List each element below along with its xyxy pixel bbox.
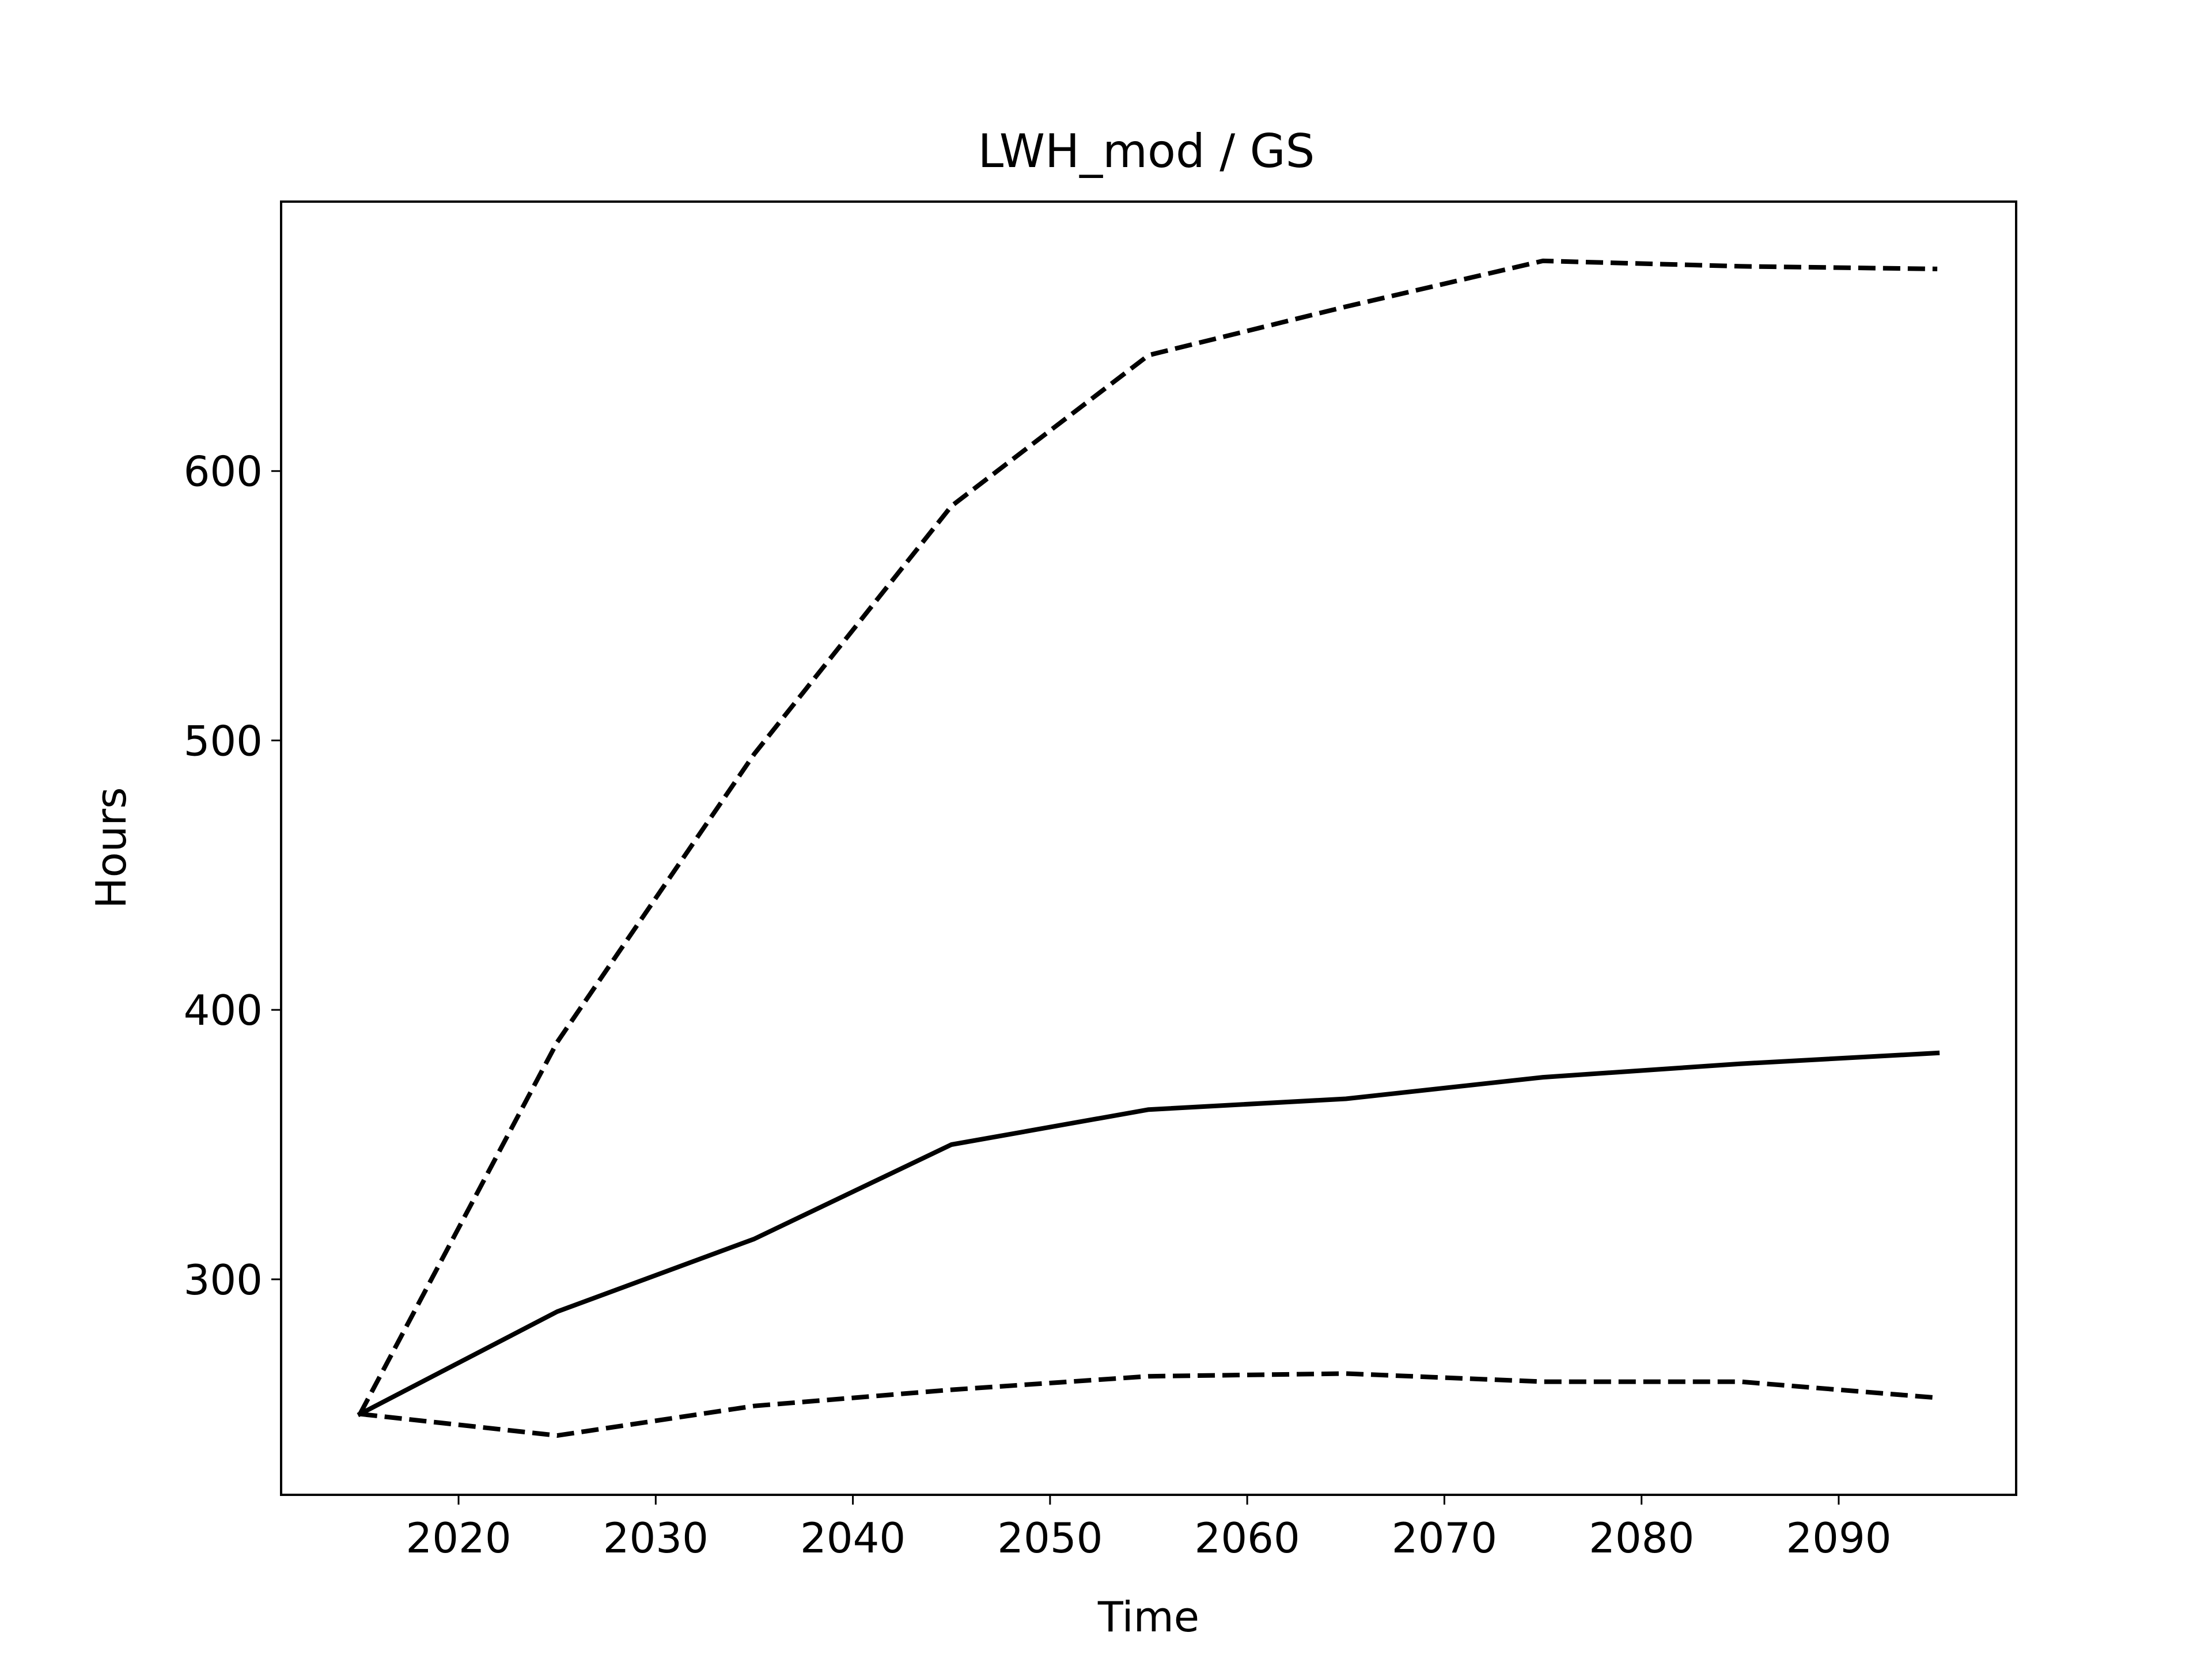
y-axis-label: Hours [87,787,135,909]
y-tick-label: 500 [184,717,263,765]
series-line-3-dashed [359,1371,1938,1438]
series-line-1-solid [357,1050,1940,1418]
series-layer [357,258,1940,1438]
x-tick-label: 2040 [800,1514,906,1562]
y-tick-label: 400 [184,986,263,1035]
x-tick-label: 2060 [1195,1514,1300,1562]
chart-title: LWH_mod / GS [978,124,1315,178]
x-tick-label: 2070 [1392,1514,1497,1562]
x-axis-label: Time [1097,1593,1199,1641]
x-axis-ticks: 2020 2030 2040 2050 2060 2070 2080 2090 [406,1495,1892,1562]
plot-area-frame [280,200,2017,1496]
y-tick-label: 600 [184,448,263,496]
series-line-2-dashed [358,258,1938,1415]
x-tick-label: 2050 [997,1514,1103,1562]
x-tick-label: 2020 [406,1514,511,1562]
x-tick-label: 2090 [1786,1514,1891,1562]
y-axis-ticks: 300 400 500 600 [184,448,281,1304]
x-tick-label: 2030 [603,1514,709,1562]
y-tick-label: 300 [184,1256,263,1304]
x-tick-label: 2080 [1589,1514,1694,1562]
